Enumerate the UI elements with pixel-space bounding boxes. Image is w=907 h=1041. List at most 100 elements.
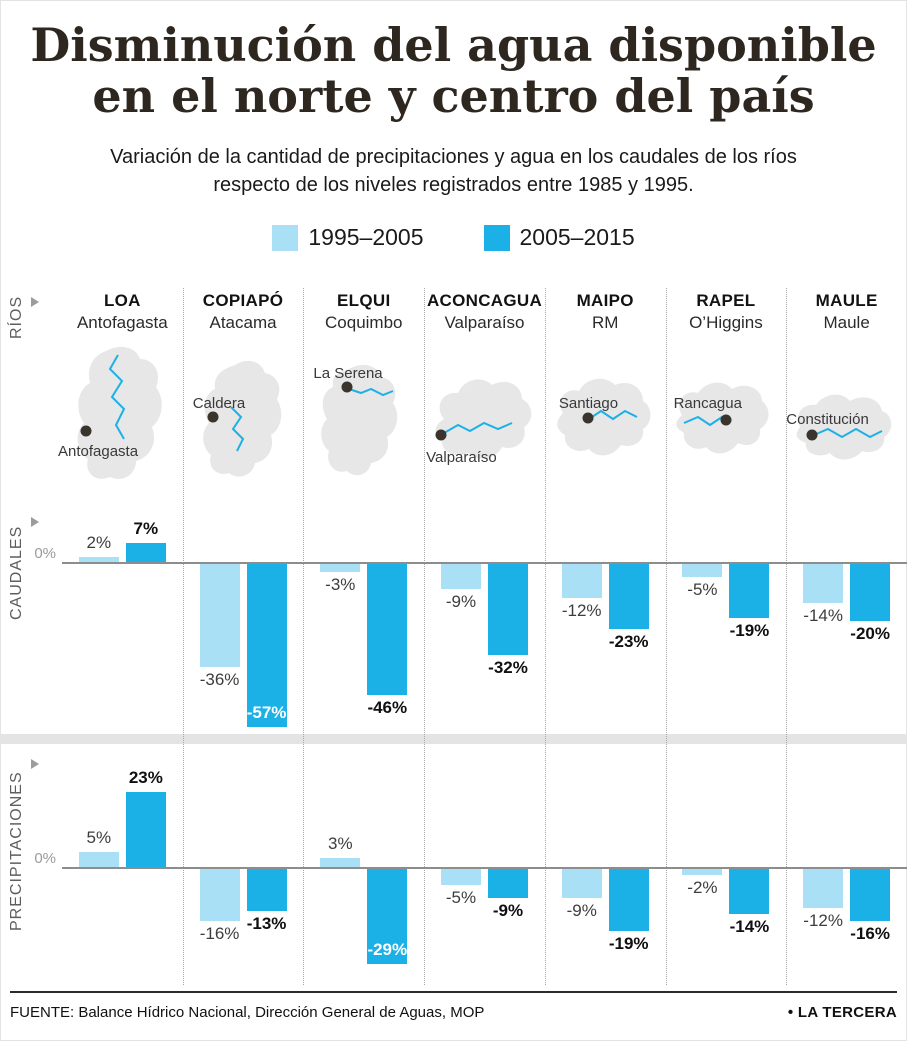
- column-separator: [182, 288, 184, 985]
- map-aconcagua: [424, 343, 545, 515]
- city-label-santiago: Santiago: [558, 395, 619, 412]
- footer: FUENTE: Balance Hídrico Nacional, Direcc…: [10, 991, 897, 1021]
- region-shape-icon: [202, 360, 281, 477]
- bar-value-precipitaciones-aconcagua-s1: -5%: [445, 887, 477, 907]
- region-name-coquimbo: Coquimbo: [325, 313, 403, 332]
- city-dot-icon: [720, 414, 732, 426]
- bar-value-precipitaciones-maipo-s2: -19%: [608, 933, 649, 953]
- river-line-icon: [813, 427, 883, 439]
- river-name-aconcagua: ACONCAGUA: [426, 291, 543, 310]
- source-credit: FUENTE: Balance Hídrico Nacional, Direcc…: [10, 1004, 485, 1021]
- river-line-icon: [588, 409, 638, 421]
- region-name-antofagasta: Antofagasta: [76, 313, 168, 332]
- bar-precipitaciones-copiapo-s1: [199, 868, 240, 921]
- bar-value-caudales-copiapo-s2: -57%: [246, 703, 287, 723]
- region-shape-icon: [675, 382, 769, 454]
- region-shape-icon: [435, 379, 532, 459]
- bar-caudales-maipo-s1: [561, 563, 602, 598]
- city-label-rancagua: Rancagua: [673, 395, 742, 412]
- bar-value-precipitaciones-maule-s2: -16%: [850, 923, 890, 943]
- city-label-valparaiso: Valparaíso: [426, 449, 497, 466]
- bar-value-precipitaciones-loa-s1: 5%: [86, 827, 112, 847]
- region-name-ohiggins: O’Higgins: [689, 313, 763, 332]
- row-label-caudales: CAUDALES: [8, 525, 25, 621]
- river-name-loa: LOA: [103, 291, 141, 310]
- bar-precipitaciones-rapel-s1: [682, 868, 723, 875]
- city-label-antofagasta: Antofagasta: [58, 443, 139, 460]
- legend-item-1995-2005: 1995–2005: [272, 224, 424, 251]
- city-dot-icon: [341, 381, 353, 393]
- region-shape-icon: [557, 378, 651, 456]
- rios-arrow-icon: [31, 297, 39, 307]
- bar-value-caudales-maipo-s2: -23%: [608, 632, 649, 652]
- map-loa: [62, 343, 183, 515]
- bar-caudales-elqui-s2: [367, 563, 408, 696]
- region-name-atacama: Atacama: [209, 313, 277, 332]
- zero-axis-label-precipitaciones: 0%: [34, 850, 56, 867]
- bar-value-precipitaciones-maipo-s1: -9%: [566, 900, 597, 920]
- region-shape-icon: [321, 364, 398, 476]
- column-separator: [786, 288, 788, 985]
- bar-caudales-maule-s1: [803, 563, 844, 604]
- bar-caudales-loa-s1: [78, 557, 119, 563]
- bar-value-precipitaciones-rapel-s1: -2%: [687, 877, 718, 897]
- column-separator: [665, 288, 667, 985]
- column-separator: [303, 288, 305, 985]
- bar-value-caudales-rapel-s1: -5%: [687, 580, 718, 600]
- bar-precipitaciones-maipo-s1: [561, 868, 602, 898]
- bar-caudales-maipo-s2: [608, 563, 649, 630]
- map-rapel: [666, 343, 787, 515]
- map-copiapo: [183, 343, 304, 515]
- row-label-rios: RÍOS: [8, 295, 25, 339]
- map-maule: [786, 343, 907, 515]
- title-line-1: Disminución del agua disponible: [30, 18, 877, 72]
- subtitle-line-1: Variación de la cantidad de precipitacio…: [110, 146, 797, 168]
- bar-value-caudales-rapel-s2: -19%: [729, 620, 770, 640]
- region-shape-icon: [77, 346, 162, 480]
- region-shape-icon: [796, 394, 892, 460]
- river-name-copiapo: COPIAPÓ: [202, 291, 284, 310]
- bar-precipitaciones-maule-s1: [803, 868, 844, 908]
- river-name-rapel: RAPEL: [696, 291, 756, 310]
- region-blob: [77, 346, 162, 480]
- bar-precipitaciones-elqui-s1: [320, 858, 361, 868]
- legend-swatch-dark-icon: [483, 224, 510, 251]
- bar-caudales-copiapo-s1: [199, 563, 240, 667]
- column-separator: [424, 288, 426, 985]
- title-line-2: en el norte y centro del país: [92, 68, 815, 123]
- region-name-valparaiso: Valparaíso: [444, 313, 525, 332]
- city-dot-icon: [435, 429, 447, 441]
- bar-value-precipitaciones-aconcagua-s2: -9%: [492, 900, 524, 920]
- bar-precipitaciones-aconcagua-s1: [441, 868, 481, 885]
- zero-axis-line-precipitaciones: [62, 867, 907, 869]
- bar-value-precipitaciones-maule-s1: -12%: [803, 910, 843, 930]
- page-title: Disminución del agua disponible en el no…: [0, 20, 907, 121]
- river-name-elqui: ELQUI: [337, 291, 391, 310]
- legend-item-2005-2015: 2005–2015: [483, 224, 635, 251]
- bar-value-precipitaciones-elqui-s1: 3%: [327, 834, 353, 854]
- river-line-icon: [229, 406, 244, 452]
- subtitle: Variación de la cantidad de precipitacio…: [0, 143, 907, 199]
- bar-caudales-copiapo-s2: [246, 563, 287, 728]
- bar-value-caudales-elqui-s1: -3%: [325, 574, 356, 594]
- bar-value-precipitaciones-rapel-s2: -14%: [729, 917, 770, 937]
- river-name-maipo: MAIPO: [576, 291, 634, 310]
- legend-label-1995-2005: 1995–2005: [308, 224, 424, 250]
- bar-value-caudales-copiapo-s1: -36%: [199, 669, 240, 689]
- bar-precipitaciones-aconcagua-s2: [488, 868, 528, 898]
- river-line-icon: [443, 421, 513, 434]
- zero-axis-line-caudales: [62, 562, 907, 564]
- region-blob: [796, 394, 892, 460]
- bar-caudales-elqui-s1: [320, 563, 361, 572]
- city-dot-icon: [582, 412, 594, 424]
- river-name-maule: MAULE: [815, 291, 878, 310]
- column-separator: [544, 288, 546, 985]
- legend: 1995–2005 2005–2015: [0, 224, 907, 251]
- city-label-la-serena: La Serena: [313, 365, 383, 382]
- bar-precipitaciones-loa-s2: [125, 792, 166, 868]
- bar-value-caudales-maule-s2: -20%: [850, 623, 890, 643]
- bar-precipitaciones-rapel-s2: [729, 868, 770, 915]
- bar-value-precipitaciones-elqui-s2: -29%: [367, 939, 408, 959]
